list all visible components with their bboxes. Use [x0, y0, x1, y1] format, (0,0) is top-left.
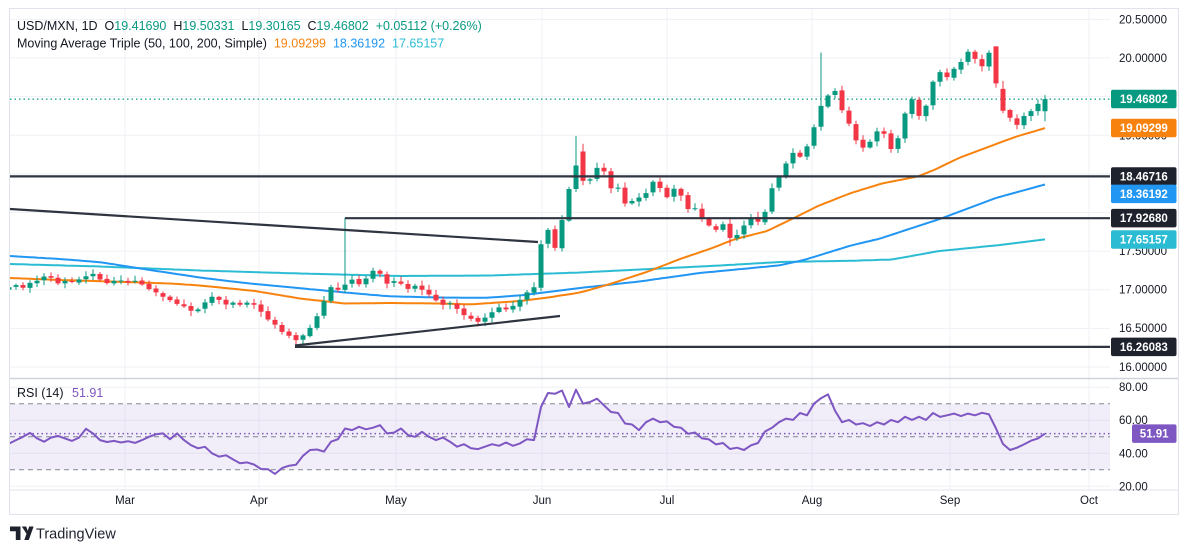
svg-text:TradingView: TradingView — [36, 527, 116, 543]
svg-text:20.00: 20.00 — [1119, 481, 1148, 493]
svg-text:18.46716: 18.46716 — [1120, 171, 1168, 183]
svg-text:Mar: Mar — [115, 495, 135, 507]
svg-text:16.00000: 16.00000 — [1119, 362, 1167, 374]
svg-text:51.91: 51.91 — [1140, 429, 1169, 441]
svg-text:19.46802: 19.46802 — [1120, 94, 1168, 106]
svg-text:17.92680: 17.92680 — [1120, 213, 1168, 225]
svg-text:USD/MXN, 1D O19.41690 H19.50: USD/MXN, 1D O19.41690 H19.50331 L19.3016… — [17, 19, 482, 33]
svg-text:Jul: Jul — [660, 495, 675, 507]
svg-text:RSI (14): RSI (14) — [17, 386, 64, 400]
svg-text:16.50000: 16.50000 — [1119, 323, 1167, 335]
svg-text:17.50000: 17.50000 — [1119, 246, 1167, 258]
svg-text:80.00: 80.00 — [1119, 382, 1148, 394]
svg-text:Aug: Aug — [802, 495, 822, 507]
svg-text:17.00000: 17.00000 — [1119, 285, 1167, 297]
svg-text:19.09299: 19.09299 — [1120, 123, 1168, 135]
svg-text:Moving Average Triple (50, 100: Moving Average Triple (50, 100, 200, Sim… — [17, 37, 444, 51]
svg-text:Apr: Apr — [250, 495, 268, 507]
svg-text:60.00: 60.00 — [1119, 415, 1148, 427]
svg-text:May: May — [385, 495, 407, 507]
svg-text:18.36192: 18.36192 — [1120, 189, 1168, 201]
svg-text:16.26083: 16.26083 — [1120, 342, 1168, 354]
svg-text:17.65157: 17.65157 — [1120, 234, 1168, 246]
svg-text:Sep: Sep — [940, 495, 960, 507]
svg-text:40.00: 40.00 — [1119, 448, 1148, 460]
svg-text:Oct: Oct — [1080, 495, 1099, 507]
svg-text:20.50000: 20.50000 — [1119, 14, 1167, 26]
svg-text:51.91: 51.91 — [72, 386, 103, 400]
svg-text:Jun: Jun — [533, 495, 552, 507]
svg-text:20.00000: 20.00000 — [1119, 53, 1167, 65]
